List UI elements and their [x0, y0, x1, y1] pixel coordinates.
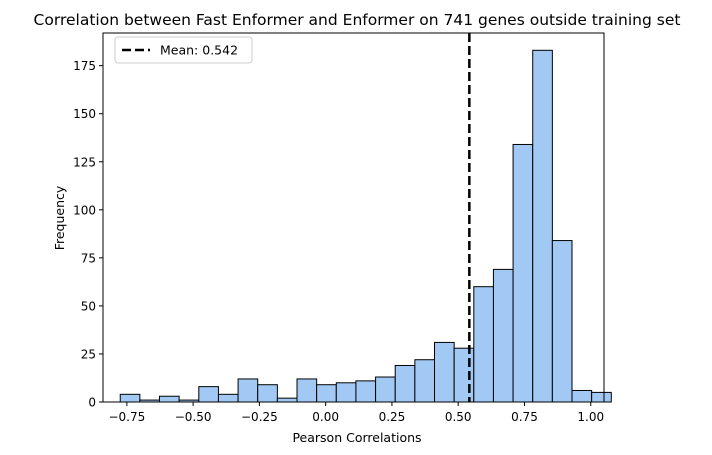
chart-title: Correlation between Fast Enformer and En…: [34, 11, 681, 29]
x-tick-label: 0.50: [445, 410, 472, 424]
histogram-bar: [217, 393, 239, 403]
y-tick-label: 175: [73, 59, 96, 73]
x-tick-label: −0.25: [241, 410, 278, 424]
histogram-bar: [296, 378, 318, 403]
axes-group: −0.75 −0.50 −0.25 0.00 0.25 0.50 0.75 1.00 0 25 50…: [73, 32, 605, 424]
histogram-bar: [434, 341, 455, 403]
histogram-bar: [532, 49, 553, 403]
histogram-bar: [512, 143, 534, 403]
histogram-bar: [551, 240, 573, 403]
histogram-bar: [492, 268, 514, 403]
x-tick-label: 0.00: [312, 410, 339, 424]
histogram-bar: [375, 376, 396, 403]
y-tick-label: 0: [88, 396, 96, 410]
histogram-bar: [414, 359, 436, 403]
x-axis-label: Pearson Correlations: [292, 430, 421, 445]
histogram-bar: [316, 384, 337, 403]
plot-frame: [102, 32, 605, 403]
histogram-bar: [591, 391, 612, 403]
legend-mean-label: Mean: 0.542: [160, 43, 238, 58]
legend: Mean: 0.542: [114, 36, 253, 64]
bars-group: [119, 49, 612, 403]
histogram-bar: [198, 386, 219, 403]
histogram-bar: [571, 389, 593, 403]
legend-box: [114, 36, 253, 64]
x-tick-label: −0.50: [175, 410, 212, 424]
y-axis-label: Frequency: [52, 185, 67, 250]
x-tick-label: 0.75: [511, 410, 538, 424]
histogram-bar: [257, 384, 278, 403]
y-tick-label: 25: [81, 347, 96, 361]
histogram-bar: [355, 380, 377, 403]
x-tick-label: −0.75: [108, 410, 145, 424]
x-tick-label: 0.25: [379, 410, 406, 424]
histogram-bar: [453, 347, 475, 403]
y-tick-label: 75: [81, 251, 96, 265]
histogram-bar: [394, 364, 416, 403]
histogram-bar: [119, 393, 141, 403]
x-tick-label: 1.00: [577, 410, 604, 424]
histogram-bar: [159, 395, 180, 403]
histogram-bar: [237, 378, 259, 403]
y-tick-label: 50: [81, 299, 96, 313]
histogram-bar: [473, 286, 494, 403]
histogram-bar: [335, 382, 357, 403]
y-tick-label: 150: [73, 107, 96, 121]
histogram-bar: [276, 397, 298, 403]
y-tick-label: 100: [73, 203, 96, 217]
y-tick-label: 125: [73, 155, 96, 169]
